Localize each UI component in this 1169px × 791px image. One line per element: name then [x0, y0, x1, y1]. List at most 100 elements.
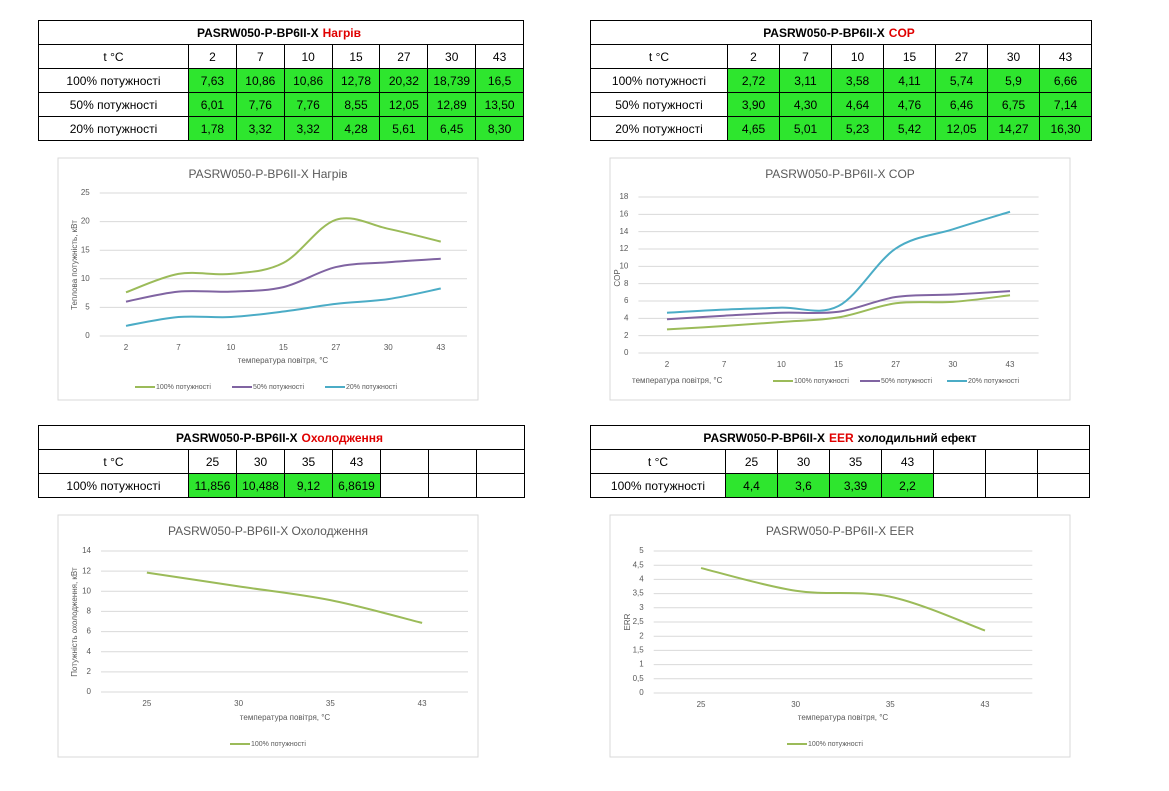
x-axis-label: температура повітря, °C	[798, 713, 889, 722]
row-label: 100% потужності	[38, 473, 189, 498]
header-cell: t °C	[590, 449, 726, 474]
x-tick-label: 43	[436, 343, 445, 352]
x-axis-label: температура повітря, °C	[632, 376, 723, 385]
x-tick-label: 30	[234, 699, 243, 708]
value-cell: 12,05	[935, 116, 988, 141]
series-line	[125, 287, 441, 327]
header-cell: 30	[777, 449, 830, 474]
series-line	[666, 294, 1011, 331]
value-cell: 6,01	[188, 92, 237, 117]
row-label: 50% потужності	[38, 92, 189, 117]
value-cell: 7,76	[283, 92, 333, 117]
header-cell: 43	[332, 449, 381, 474]
empty-cell	[933, 473, 986, 498]
table-title: PASRW050-P-BP6II-X COP	[590, 20, 1092, 45]
table-title: PASRW050-P-BP6II-X Нагрів	[38, 20, 525, 45]
x-tick-label: 27	[891, 360, 900, 369]
value-cell: 18,739	[427, 68, 477, 93]
legend-label: 100% потужності	[808, 740, 863, 748]
y-tick-label: 14	[619, 227, 628, 236]
row-label: 20% потужності	[38, 116, 189, 141]
x-tick-label: 15	[279, 343, 288, 352]
y-tick-label: 18	[619, 192, 628, 201]
value-cell: 6,45	[427, 116, 477, 141]
header-cell: 7	[779, 44, 832, 69]
row-label: 20% потужності	[590, 116, 728, 141]
y-tick-label: 10	[81, 274, 90, 283]
value-cell: 4,76	[883, 92, 936, 117]
y-tick-label: 4	[87, 647, 92, 656]
x-tick-label: 10	[226, 343, 235, 352]
y-tick-label: 5	[85, 303, 90, 312]
x-tick-label: 2	[124, 343, 129, 352]
value-cell: 5,74	[935, 68, 988, 93]
header-cell: 15	[883, 44, 936, 69]
x-tick-label: 35	[886, 700, 895, 709]
empty-cell	[1037, 449, 1090, 474]
x-tick-label: 43	[418, 699, 427, 708]
legend-label: 100% потужності	[156, 383, 211, 391]
empty-cell	[1037, 473, 1090, 498]
x-axis-label: температура повітря, °C	[240, 713, 331, 722]
value-cell: 5,9	[987, 68, 1040, 93]
y-tick-label: 20	[81, 217, 90, 226]
legend-label: 100% потужності	[794, 377, 849, 385]
row-label: 50% потужності	[590, 92, 728, 117]
header-cell: 15	[331, 44, 381, 69]
value-cell: 13,50	[475, 92, 525, 117]
empty-cell	[933, 449, 986, 474]
x-tick-label: 30	[791, 700, 800, 709]
y-tick-label: 8	[87, 607, 92, 616]
chart-frame	[609, 157, 1071, 401]
y-tick-label: 2	[87, 667, 92, 676]
value-cell: 5,01	[779, 116, 832, 141]
table-title: PASRW050-P-BP6II-X EER холодильний ефект	[590, 425, 1090, 450]
value-cell: 2,2	[881, 473, 934, 498]
header-cell: t °C	[38, 44, 189, 69]
y-tick-label: 14	[82, 546, 91, 555]
y-tick-label: 12	[82, 566, 91, 575]
x-tick-label: 15	[834, 360, 843, 369]
y-tick-label: 4	[639, 575, 644, 584]
empty-cell	[380, 449, 429, 474]
value-cell: 3,11	[779, 68, 832, 93]
value-cell: 5,61	[379, 116, 429, 141]
x-tick-label: 25	[697, 700, 706, 709]
header-cell: 25	[188, 449, 237, 474]
header-cell: t °C	[38, 449, 189, 474]
title-prefix: PASRW050-P-BP6II-X	[763, 25, 885, 40]
series-line	[125, 217, 442, 294]
y-axis-label: Теплова потужність, кВт	[70, 220, 79, 310]
value-cell: 4,11	[883, 68, 936, 93]
value-cell: 6,75	[987, 92, 1040, 117]
y-tick-label: 0	[639, 688, 644, 697]
y-tick-label: 10	[82, 586, 91, 595]
y-tick-label: 6	[624, 296, 629, 305]
legend-label: 50% потужності	[253, 383, 304, 391]
series-line	[666, 210, 1011, 314]
y-tick-label: 10	[619, 261, 628, 270]
value-cell: 12,78	[331, 68, 381, 93]
value-cell: 16,30	[1039, 116, 1092, 141]
y-axis-label: Потужність охолодження, кВт	[70, 567, 79, 677]
header-cell: 10	[283, 44, 333, 69]
header-cell: 2	[188, 44, 237, 69]
y-tick-label: 4	[624, 313, 629, 322]
value-cell: 2,72	[727, 68, 780, 93]
row-label: 100% потужності	[38, 68, 189, 93]
y-tick-label: 25	[81, 188, 90, 197]
value-cell: 6,46	[935, 92, 988, 117]
series-line	[700, 567, 986, 632]
header-cell: 25	[725, 449, 778, 474]
x-axis-label: температура повітря, °C	[238, 356, 329, 365]
value-cell: 6,8619	[332, 473, 381, 498]
empty-cell	[985, 473, 1038, 498]
y-tick-label: 4,5	[633, 560, 645, 569]
title-highlight: Нагрів	[322, 25, 361, 40]
y-tick-label: 0	[85, 331, 90, 340]
table-title: PASRW050-P-BP6II-X Охолодження	[38, 425, 525, 450]
chart-title: PASRW050-P-BP6II-X EER	[766, 524, 915, 538]
value-cell: 11,856	[188, 473, 237, 498]
value-cell: 20,32	[379, 68, 429, 93]
empty-cell	[380, 473, 429, 498]
